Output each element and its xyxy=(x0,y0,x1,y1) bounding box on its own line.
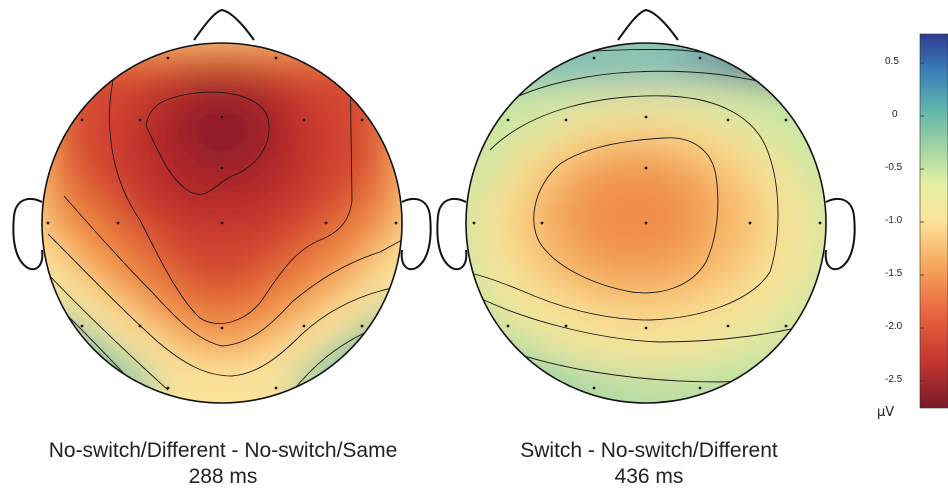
colorbar-tick-label: -2.0 xyxy=(885,321,903,332)
right-ear-1 xyxy=(400,198,432,271)
topomap-2-latency: 436 ms xyxy=(614,465,684,488)
topomap-1-caption: No-switch/Different - No-switch/Same 288… xyxy=(0,438,446,490)
colorbar-tick-label: -0.5 xyxy=(885,162,903,173)
colorbar-frame xyxy=(919,33,948,409)
colorbar-tick-label: -1.5 xyxy=(885,268,903,279)
topomap-2-title: Switch - No-switch/Different xyxy=(520,439,778,462)
left-ear-1 xyxy=(12,198,44,271)
head-outline-1 xyxy=(41,42,403,404)
topomap-1 xyxy=(12,8,432,404)
colorbar-tick-label: -1.0 xyxy=(885,215,903,226)
colorbar-tick-label: 0 xyxy=(892,109,898,120)
nose-2 xyxy=(617,8,679,41)
left-ear-2 xyxy=(436,198,468,271)
head-outline-2 xyxy=(465,42,827,404)
topomap-2-caption: Switch - No-switch/Different 436 ms xyxy=(460,438,838,490)
right-ear-2 xyxy=(824,198,856,271)
colorbar-tick-label: 0.5 xyxy=(885,56,899,67)
colorbar-tick-label: -2.5 xyxy=(885,374,903,385)
topomap-1-electrodes xyxy=(46,56,398,390)
topomap-2 xyxy=(436,8,856,404)
colorbar-unit: µV xyxy=(877,405,895,420)
topomap-2-electrodes xyxy=(472,56,822,390)
colorbar-tick-marks xyxy=(920,62,924,382)
nose-1 xyxy=(193,8,255,41)
topomap-1-title: No-switch/Different - No-switch/Same xyxy=(48,439,398,462)
topomap-1-latency: 288 ms xyxy=(188,465,258,488)
colorbar xyxy=(919,33,948,409)
colorbar-gradient xyxy=(920,34,948,408)
